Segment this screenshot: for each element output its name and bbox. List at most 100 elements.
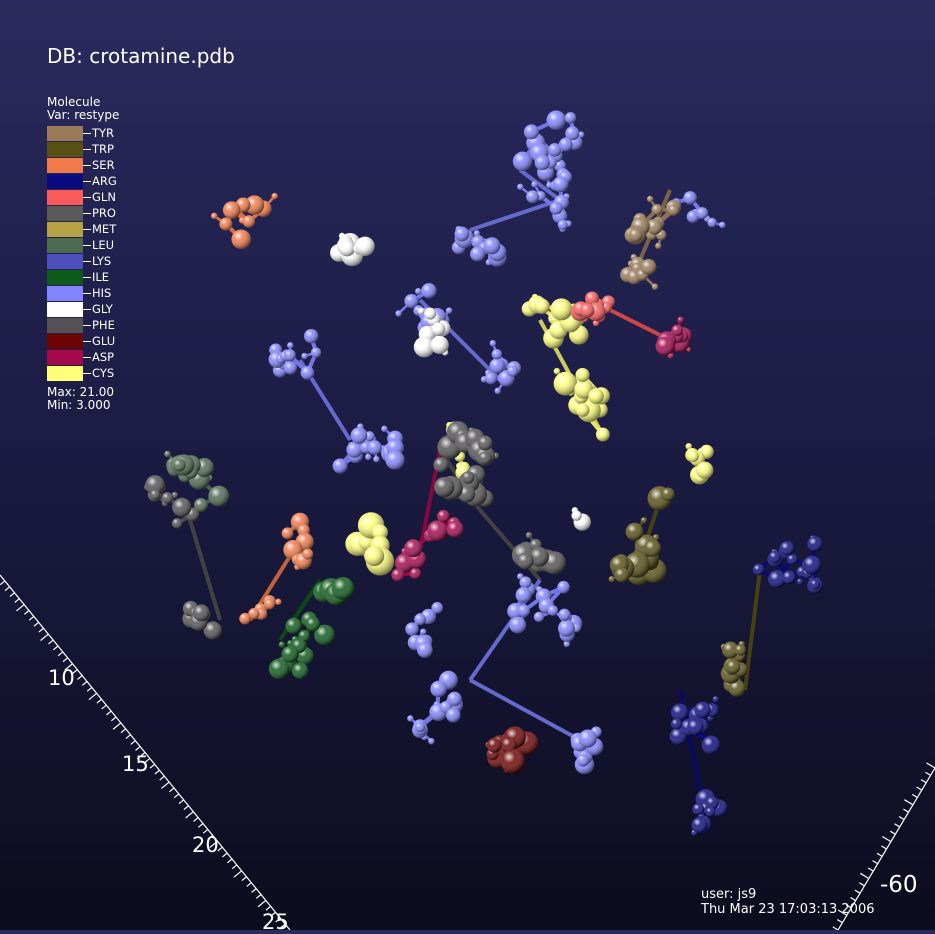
atom <box>381 426 387 432</box>
atom <box>797 578 803 584</box>
atom <box>287 342 293 348</box>
axis-tick <box>121 729 126 733</box>
atom <box>526 190 539 203</box>
axis-tick <box>837 920 842 923</box>
atom <box>332 577 355 600</box>
axis-tick <box>242 877 247 881</box>
atom <box>282 527 294 539</box>
legend-label: GLY <box>92 302 113 317</box>
axis-tick-label-20: 20 <box>192 833 219 857</box>
atom <box>548 605 559 616</box>
axis-tick <box>131 741 136 745</box>
legend-tick <box>83 325 91 326</box>
atom <box>395 310 401 316</box>
legend-entry: PRO <box>47 206 119 222</box>
legend-tick <box>83 341 91 342</box>
atom <box>782 571 795 584</box>
atom <box>492 349 502 359</box>
atom <box>391 568 404 581</box>
axis-tick-label-neg60: -60 <box>880 872 918 898</box>
atom <box>483 237 500 254</box>
atom <box>677 317 683 323</box>
atom <box>550 202 563 215</box>
legend-tick <box>83 293 91 294</box>
atom <box>534 612 544 622</box>
atom <box>576 403 590 417</box>
axis-tick <box>97 699 102 703</box>
atom <box>420 629 426 635</box>
legend-label: ASP <box>92 350 114 365</box>
legend-entry: TRP <box>47 142 119 158</box>
atom <box>194 498 208 512</box>
legend-swatch <box>47 142 83 157</box>
axis-tick <box>252 889 257 893</box>
atom <box>172 518 182 528</box>
atom <box>494 388 500 394</box>
axis-tick <box>5 587 10 591</box>
atom <box>596 428 610 442</box>
legend-swatch <box>47 190 83 205</box>
atom <box>707 218 716 227</box>
atom <box>692 817 708 833</box>
atom <box>447 521 464 538</box>
legend-swatch <box>47 254 83 269</box>
atom <box>565 112 576 123</box>
atom <box>696 462 713 479</box>
atom <box>550 298 572 320</box>
atom <box>284 361 297 374</box>
atom <box>554 368 560 374</box>
user-info: user: js9 Thu Mar 23 17:03:13 2006 <box>701 887 875 917</box>
axis-tick <box>881 846 886 849</box>
legend-swatch <box>47 366 83 381</box>
atom <box>437 510 449 522</box>
atom <box>787 554 798 565</box>
bond <box>745 570 760 690</box>
atom <box>432 322 446 336</box>
atom <box>557 581 570 594</box>
legend-entry: LEU <box>47 238 119 254</box>
atom <box>373 456 379 462</box>
axis-tick <box>247 883 252 887</box>
atom <box>405 622 418 635</box>
legend-entry: ASP <box>47 350 119 366</box>
axis-tick <box>102 705 107 709</box>
atom <box>489 358 504 373</box>
legend-entry: ILE <box>47 270 119 286</box>
atom <box>719 222 725 228</box>
atom <box>275 599 281 605</box>
legend-swatch <box>47 302 83 317</box>
atom <box>688 451 699 462</box>
axis-tick <box>859 883 864 886</box>
axis-tick <box>227 859 232 863</box>
axis-tick <box>15 599 20 603</box>
atom <box>414 614 426 626</box>
legend-entry: CYS <box>47 366 119 382</box>
axis-tick <box>223 853 228 857</box>
axis-tick <box>89 693 97 699</box>
atom <box>531 181 537 187</box>
legend-swatch <box>47 334 83 349</box>
atom <box>626 523 644 541</box>
atom <box>641 259 657 275</box>
atom <box>164 451 170 457</box>
atom <box>162 492 173 503</box>
atom <box>519 576 531 588</box>
atom <box>535 299 550 314</box>
axis-tick <box>912 794 917 797</box>
legend-tick <box>83 229 91 230</box>
legend-entry: GLU <box>47 334 119 350</box>
atom <box>518 604 530 616</box>
atom <box>462 471 475 484</box>
atom <box>264 598 275 609</box>
atom <box>609 576 615 582</box>
atom <box>428 738 434 744</box>
atom <box>807 536 822 551</box>
axis-tick <box>234 871 242 877</box>
legend-entry: PHE <box>47 318 119 334</box>
atom <box>694 702 711 719</box>
atom <box>239 613 250 624</box>
atom <box>455 227 470 242</box>
atom <box>713 696 719 702</box>
legend-tick <box>83 261 91 262</box>
